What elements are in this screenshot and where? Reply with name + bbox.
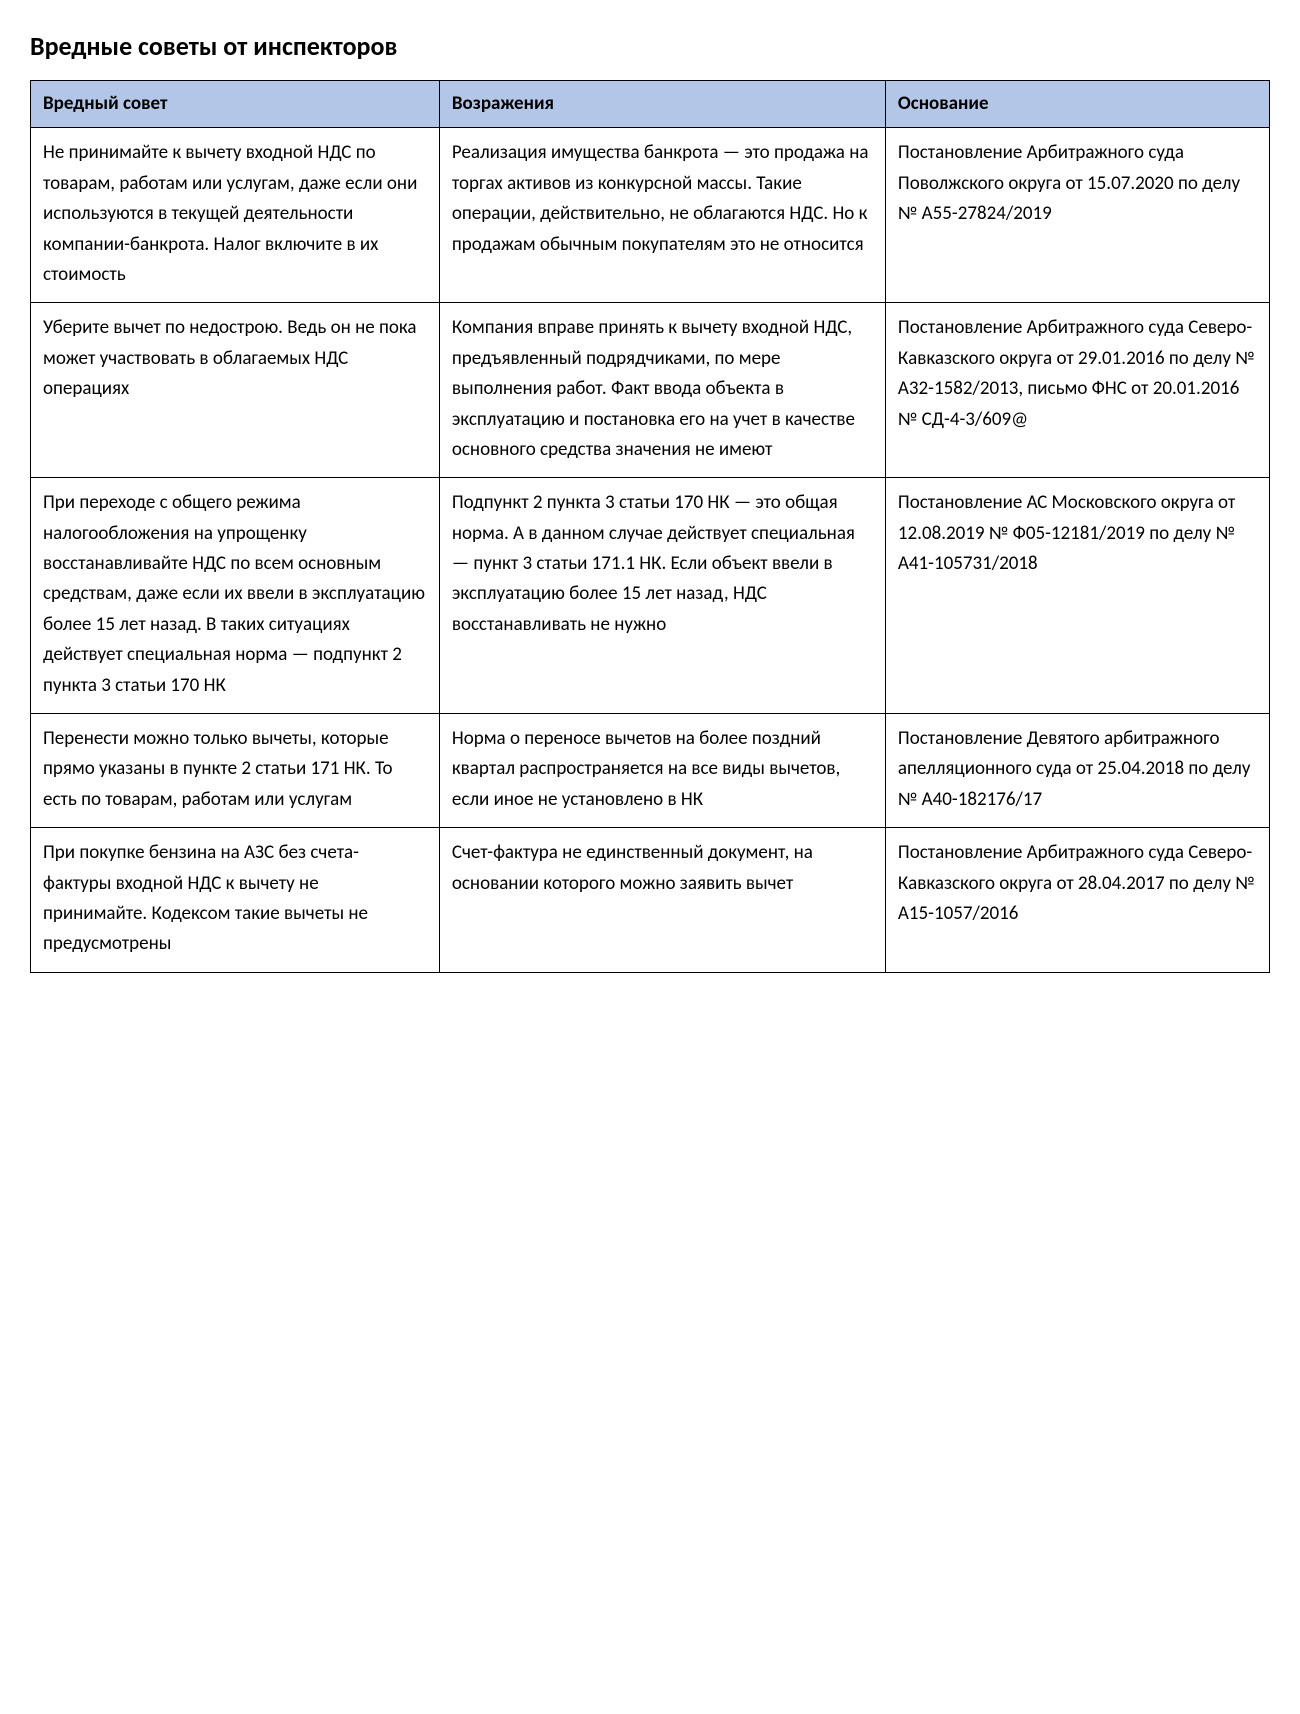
cell-basis: Постановление Арбитражного суда Северо-К…: [885, 303, 1269, 478]
advice-table: Вредный совет Возражения Основание Не пр…: [30, 80, 1270, 973]
table-row: При покупке бензина на АЗС без счета-фак…: [31, 828, 1270, 973]
cell-advice: При переходе с общего режима налогооблож…: [31, 478, 440, 714]
col-header-objection: Возражения: [439, 81, 885, 128]
cell-basis: Постановление АС Московского округа от 1…: [885, 478, 1269, 714]
table-row: Не принимайте к вычету входной НДС по то…: [31, 128, 1270, 303]
cell-basis: Постановление Девятого арбитражного апел…: [885, 714, 1269, 828]
cell-advice: При покупке бензина на АЗС без счета-фак…: [31, 828, 440, 973]
table-row: Уберите вычет по недострою. Ведь он не п…: [31, 303, 1270, 478]
table-row: Перенести можно только вычеты, которые п…: [31, 714, 1270, 828]
cell-objection: Реализация имущества банкрота — это прод…: [439, 128, 885, 303]
cell-objection: Норма о переносе вычетов на более поздни…: [439, 714, 885, 828]
table-row: При переходе с общего режима налогооблож…: [31, 478, 1270, 714]
cell-advice: Не принимайте к вычету входной НДС по то…: [31, 128, 440, 303]
cell-objection: Подпункт 2 пункта 3 статьи 170 НК — это …: [439, 478, 885, 714]
cell-advice: Перенести можно только вычеты, которые п…: [31, 714, 440, 828]
cell-objection: Счет-фактура не единственный документ, н…: [439, 828, 885, 973]
col-header-basis: Основание: [885, 81, 1269, 128]
cell-basis: Постановление Арбитражного суда Поволжск…: [885, 128, 1269, 303]
cell-advice: Уберите вычет по недострою. Ведь он не п…: [31, 303, 440, 478]
table-header-row: Вредный совет Возражения Основание: [31, 81, 1270, 128]
col-header-advice: Вредный совет: [31, 81, 440, 128]
cell-objection: Компания вправе принять к вычету входной…: [439, 303, 885, 478]
cell-basis: Постановление Арбитражного суда Северо-К…: [885, 828, 1269, 973]
page-title: Вредные советы от инспекторов: [30, 30, 1270, 62]
